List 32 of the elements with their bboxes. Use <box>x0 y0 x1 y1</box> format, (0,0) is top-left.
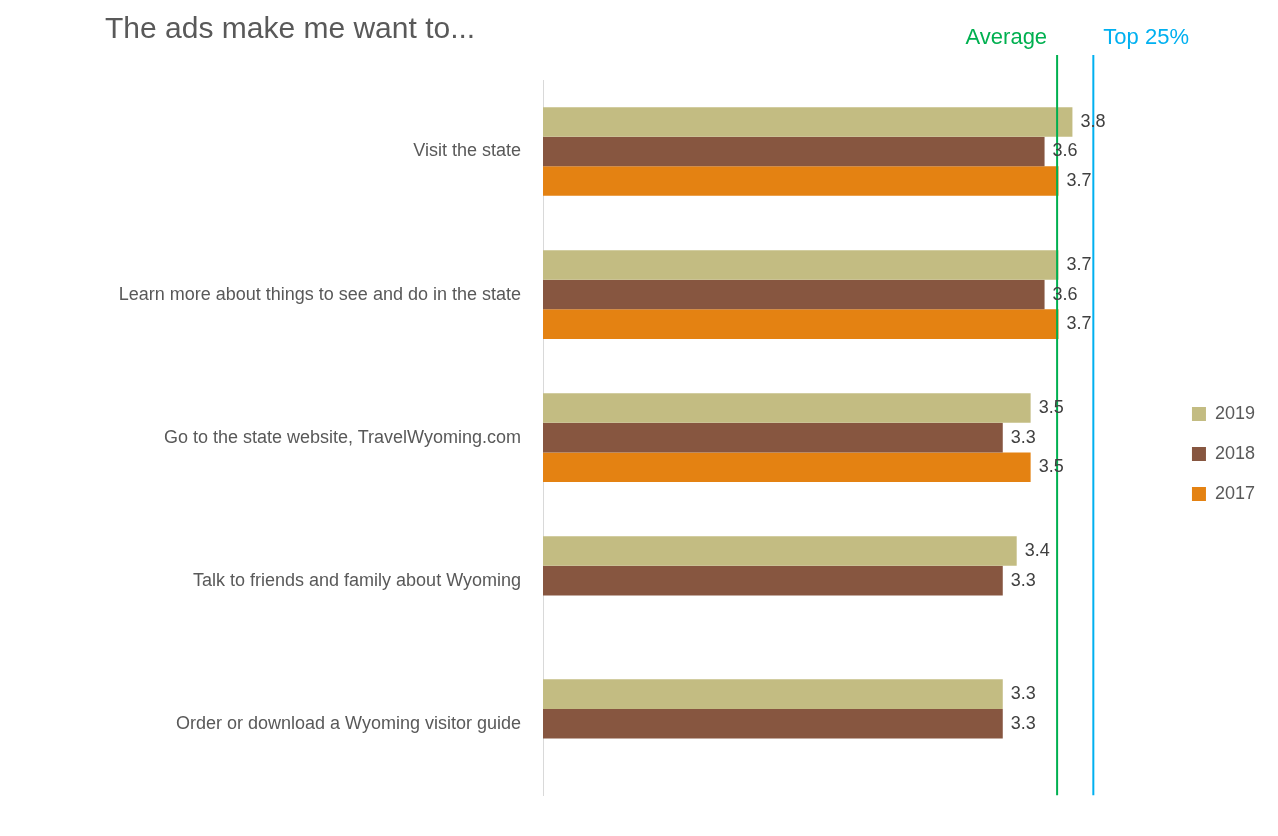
y-tick-label: Order or download a Wyoming visitor guide <box>176 712 521 733</box>
bar <box>543 536 1017 566</box>
legend-label: 2018 <box>1214 442 1255 463</box>
bar <box>543 422 1003 453</box>
text: The ads make me want to... <box>105 11 476 45</box>
bar <box>543 166 1059 196</box>
legend-label: 2017 <box>1214 482 1255 503</box>
bar <box>543 679 1003 709</box>
data-label: 3.3 <box>1010 569 1036 590</box>
bar <box>543 393 1031 423</box>
bar <box>543 107 1073 137</box>
data-label: 3.7 <box>1066 313 1092 334</box>
legend-label: 2019 <box>1214 402 1255 423</box>
data-label: 3.3 <box>1010 683 1036 704</box>
y-tick-label: Go to the state website, TravelWyoming.com <box>164 426 521 447</box>
bar <box>543 452 1031 482</box>
data-label: 3.4 <box>1024 540 1050 561</box>
data-label: 3.7 <box>1066 253 1092 274</box>
bar <box>543 309 1059 339</box>
data-label: 3.3 <box>1010 712 1036 733</box>
data-label: 3.7 <box>1066 170 1092 191</box>
y-tick-label: Talk to friends and family about Wyoming <box>193 569 521 590</box>
bar <box>543 279 1045 310</box>
bar <box>543 565 1003 596</box>
bar <box>543 136 1045 167</box>
ref-line-label: Top 25% <box>1103 24 1189 50</box>
data-label: 3.3 <box>1010 426 1036 447</box>
ref-line-label: Average <box>965 24 1048 50</box>
bar <box>543 250 1059 280</box>
y-tick-label: Visit the state <box>413 140 521 161</box>
bar <box>543 708 1003 739</box>
y-tick-label: Learn more about things to see and do in the state <box>118 283 521 304</box>
